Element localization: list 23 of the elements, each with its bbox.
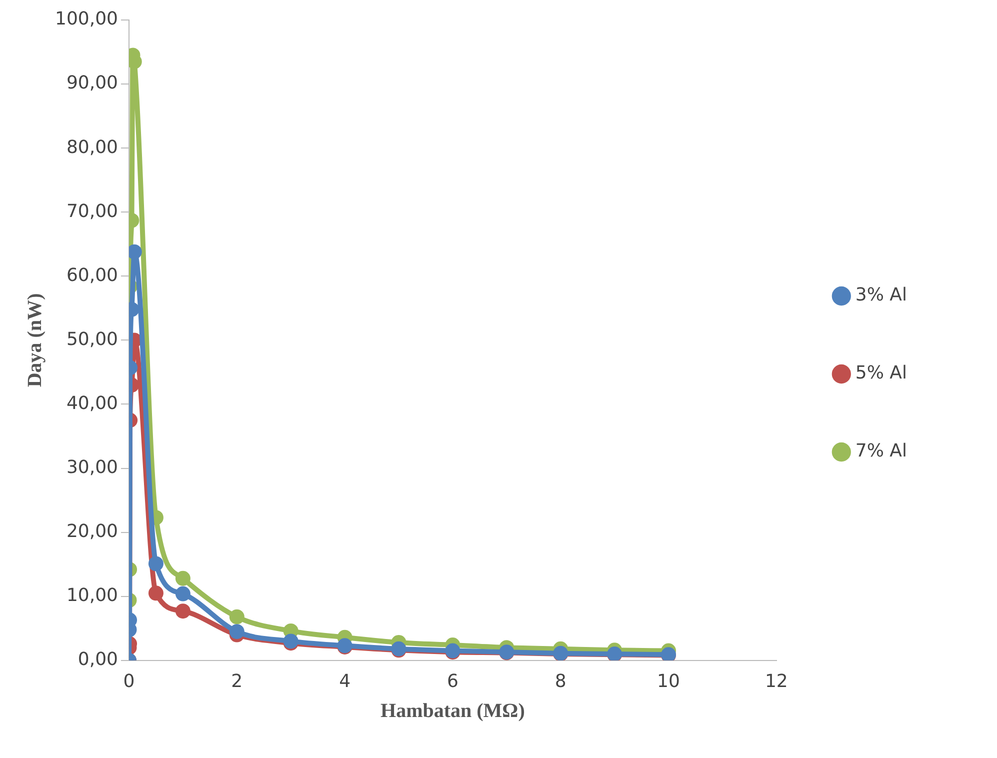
y-tick-label: 50,00: [66, 328, 118, 350]
x-tick-label: 12: [764, 670, 788, 692]
y-tick-label: 80,00: [66, 136, 118, 158]
y-tick-label: 0,00: [78, 649, 118, 670]
x-tick-label: 10: [657, 670, 680, 692]
y-axis-title: Daya (nW): [24, 293, 46, 388]
legend-label: 3% Al: [855, 284, 907, 306]
y-tick-label: 90,00: [66, 72, 118, 94]
y-tick-label: 10,00: [66, 585, 118, 606]
x-axis-title: Hambatan (MΩ): [380, 700, 525, 722]
y-tick-label: 60,00: [66, 264, 118, 286]
x-tick-label: 2: [231, 670, 243, 692]
y-tick-label: 20,00: [66, 520, 118, 542]
x-tick-label: 0: [123, 670, 135, 692]
x-tick-label: 6: [446, 670, 458, 692]
legend-label: 7% Al: [855, 440, 907, 462]
y-tick-label: 40,00: [66, 392, 118, 414]
x-tick-label: 8: [554, 670, 566, 692]
y-tick-label: 70,00: [66, 200, 118, 222]
x-tick-label: 4: [339, 670, 351, 692]
y-tick-label: 100,00: [55, 8, 118, 30]
y-tick-label: 30,00: [66, 456, 118, 478]
legend-label: 5% Al: [855, 362, 907, 384]
